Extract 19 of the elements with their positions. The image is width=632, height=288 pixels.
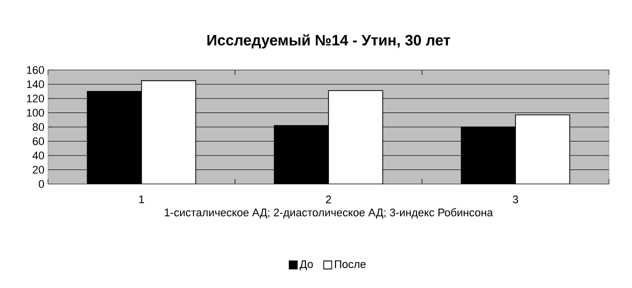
- x-tick-label: 3: [512, 196, 518, 204]
- y-tick-label: 80: [32, 123, 44, 131]
- legend-label: После: [335, 260, 366, 268]
- x-tick-label: 1: [139, 196, 144, 204]
- chart-title: Исследуемый №14 - Утин, 30 лет: [207, 34, 450, 48]
- legend-label: До: [300, 260, 313, 270]
- y-tick-label: 140: [26, 80, 44, 88]
- bar: [515, 114, 570, 184]
- y-tick-label: 20: [32, 166, 44, 174]
- bar: [141, 80, 196, 184]
- y-tick-label: 160: [26, 66, 44, 74]
- bar: [328, 90, 384, 184]
- y-tick-label: 120: [26, 94, 44, 102]
- y-tick-label: 60: [32, 137, 44, 146]
- y-tick-label: 100: [26, 108, 44, 117]
- x-axis-title: 1-систалическое АД; 2-диастолическое АД; 3-индекс Робинсона: [164, 208, 493, 218]
- y-tick-label: 40: [32, 152, 44, 160]
- x-tick-label: 2: [326, 196, 332, 204]
- y-tick-label: 0: [38, 180, 44, 188]
